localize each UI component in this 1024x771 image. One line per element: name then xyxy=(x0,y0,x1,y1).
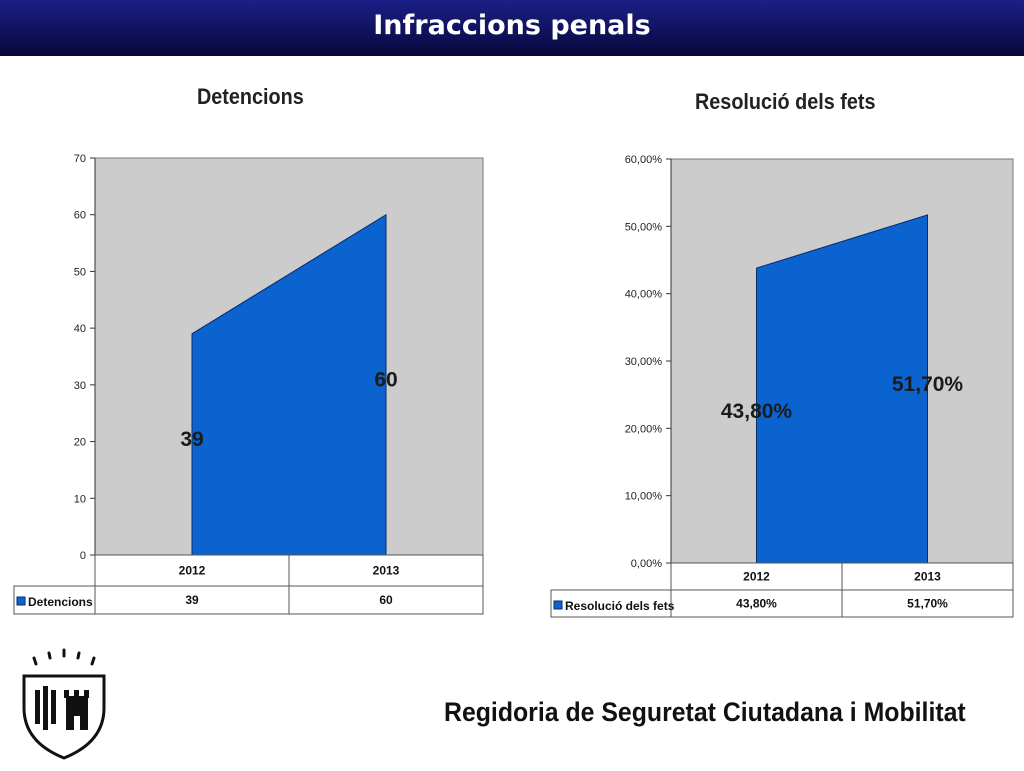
category-label: 2012 xyxy=(179,564,206,578)
chart-title-resolucio: Resolució dels fets xyxy=(695,89,876,114)
data-label: 39 xyxy=(180,428,203,451)
table-cell: 43,80% xyxy=(736,597,777,611)
legend-label: Detencions xyxy=(28,595,93,609)
y-tick-label: 30 xyxy=(74,380,86,392)
town-logo xyxy=(4,646,124,766)
table-cell: 60 xyxy=(379,593,393,607)
y-tick-label: 10,00% xyxy=(625,491,663,503)
y-tick-label: 30,00% xyxy=(625,356,663,368)
table-cell: 51,70% xyxy=(907,597,948,611)
y-tick-label: 10 xyxy=(74,493,86,505)
chart-title-detencions: Detencions xyxy=(197,84,304,109)
legend-key xyxy=(553,600,563,610)
y-tick-label: 20,00% xyxy=(625,423,663,435)
category-label: 2013 xyxy=(914,570,941,584)
table-data-row xyxy=(13,585,484,615)
legend-label: Resolució dels fets xyxy=(565,599,675,613)
y-tick-label: 70 xyxy=(74,153,86,165)
page-title: Infraccions penals xyxy=(373,10,651,41)
table-cell: 39 xyxy=(185,593,199,607)
category-label: 2013 xyxy=(373,564,400,578)
category-label: 2012 xyxy=(743,570,770,584)
y-tick-label: 40,00% xyxy=(625,289,663,301)
legend-key xyxy=(16,596,26,606)
table-data-row xyxy=(550,589,1014,618)
data-label: 43,80% xyxy=(721,400,793,423)
y-tick-label: 0,00% xyxy=(631,558,662,570)
y-tick-label: 0 xyxy=(80,550,86,562)
y-tick-label: 50 xyxy=(74,266,86,278)
y-tick-label: 40 xyxy=(74,323,86,335)
y-tick-label: 20 xyxy=(74,437,86,449)
data-label: 51,70% xyxy=(892,373,964,396)
data-label: 60 xyxy=(374,369,397,392)
footer-department: Regidoria de Seguretat Ciutadana i Mobil… xyxy=(444,697,966,727)
y-tick-label: 60 xyxy=(74,210,86,222)
y-tick-label: 50,00% xyxy=(625,221,663,233)
title-bar: Infraccions penals xyxy=(0,0,1024,56)
y-tick-label: 60,00% xyxy=(625,154,663,166)
